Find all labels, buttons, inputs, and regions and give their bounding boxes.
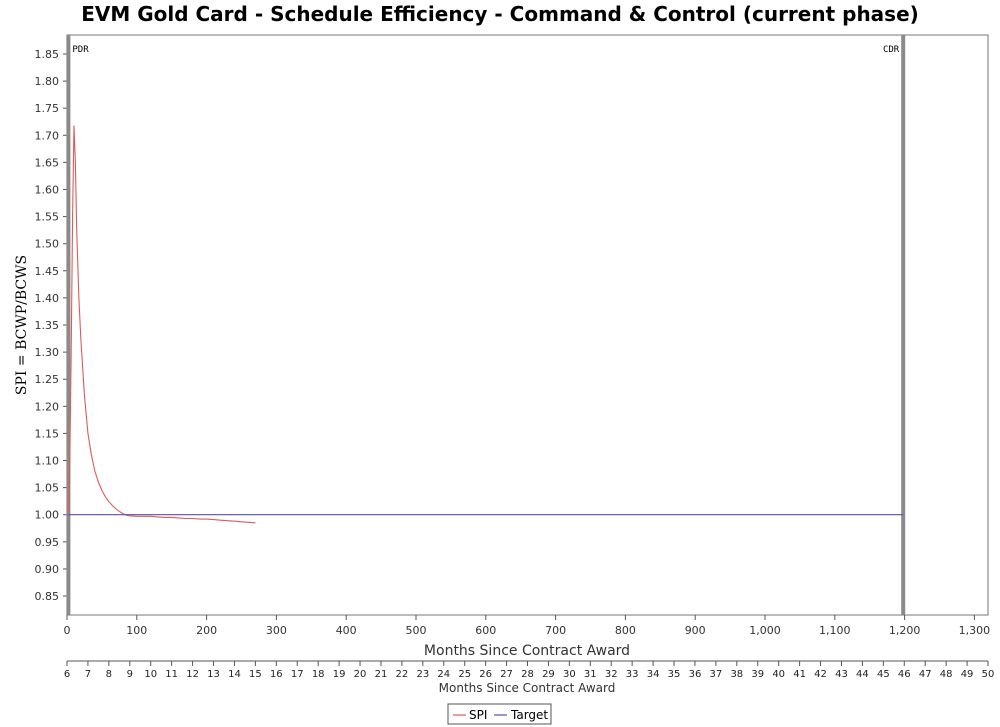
month-tick-label: 38 bbox=[730, 669, 743, 680]
month-tick-label: 8 bbox=[106, 669, 112, 680]
month-tick-label: 21 bbox=[375, 669, 388, 680]
month-tick-label: 27 bbox=[500, 669, 513, 680]
x-tick-label: 300 bbox=[266, 624, 287, 637]
month-tick-label: 24 bbox=[437, 669, 450, 680]
month-tick-label: 12 bbox=[186, 669, 199, 680]
month-tick-label: 49 bbox=[961, 669, 974, 680]
month-tick-label: 13 bbox=[207, 669, 220, 680]
y-tick-label: 1.60 bbox=[35, 183, 60, 196]
month-tick-label: 47 bbox=[919, 669, 932, 680]
y-tick-label: 1.75 bbox=[35, 102, 60, 115]
x-tick-label: 400 bbox=[336, 624, 357, 637]
x-tick-label: 1,000 bbox=[749, 624, 781, 637]
month-tick-label: 15 bbox=[249, 669, 262, 680]
month-tick-label: 44 bbox=[856, 669, 869, 680]
legend-label-spi: SPI bbox=[469, 708, 487, 722]
month-tick-label: 23 bbox=[416, 669, 429, 680]
month-tick-label: 43 bbox=[835, 669, 848, 680]
month-tick-label: 9 bbox=[127, 669, 133, 680]
month-tick-label: 41 bbox=[793, 669, 806, 680]
y-tick-label: 1.00 bbox=[35, 509, 60, 522]
month-tick-label: 50 bbox=[982, 669, 995, 680]
x-tick-label: 1,200 bbox=[889, 624, 921, 637]
x-axis: 0 100 200 300 400 500 600 700 800 900 1,000 1,100 1,… bbox=[64, 615, 991, 637]
month-tick-label: 35 bbox=[668, 669, 681, 680]
x-tick-label: 1,100 bbox=[819, 624, 851, 637]
month-tick-label: 20 bbox=[354, 669, 367, 680]
month-axis: 6 7 8 9 10 11 12 13 14 15 16 17 18 19 20 21 22 23 24 25 26 27… bbox=[64, 661, 995, 680]
plot-area bbox=[66, 34, 989, 616]
x-axis-label: Months Since Contract Award bbox=[424, 643, 630, 659]
y-tick-label: 1.20 bbox=[35, 400, 60, 413]
y-tick-label: 1.10 bbox=[35, 455, 60, 468]
month-tick-label: 22 bbox=[396, 669, 409, 680]
month-tick-label: 6 bbox=[64, 669, 70, 680]
y-axis-label: SPI = BCWP/BCWS bbox=[14, 255, 30, 395]
month-tick-label: 39 bbox=[751, 669, 764, 680]
y-tick-label: 1.65 bbox=[35, 156, 60, 169]
month-tick-label: 45 bbox=[877, 669, 890, 680]
y-tick-label: 1.55 bbox=[35, 211, 60, 224]
x-tick-label: 700 bbox=[545, 624, 566, 637]
y-tick-label: 1.05 bbox=[35, 482, 60, 495]
month-tick-label: 33 bbox=[626, 669, 639, 680]
y-tick-label: 1.15 bbox=[35, 427, 60, 440]
month-tick-label: 11 bbox=[165, 669, 178, 680]
y-axis: 0.85 0.90 0.95 1.00 1.05 1.10 1.15 1.20 1.25 1.30… bbox=[35, 48, 67, 603]
y-tick-label: 1.30 bbox=[35, 346, 60, 359]
y-tick-label: 1.85 bbox=[35, 48, 60, 61]
y-tick-label: 1.45 bbox=[35, 265, 60, 278]
x-tick-label: 500 bbox=[406, 624, 427, 637]
y-tick-label: 1.35 bbox=[35, 319, 60, 332]
month-tick-label: 28 bbox=[521, 669, 534, 680]
month-tick-label: 26 bbox=[479, 669, 492, 680]
month-tick-label: 19 bbox=[333, 669, 346, 680]
milestone-label: CDR bbox=[883, 45, 900, 55]
month-tick-label: 46 bbox=[898, 669, 911, 680]
y-tick-label: 1.80 bbox=[35, 75, 60, 88]
series-group bbox=[68, 125, 904, 524]
month-tick-label: 14 bbox=[228, 669, 241, 680]
x-tick-label: 800 bbox=[615, 624, 636, 637]
month-tick-label: 29 bbox=[542, 669, 555, 680]
y-tick-label: 0.95 bbox=[35, 536, 60, 549]
legend-label-target: Target bbox=[510, 708, 548, 722]
chart-title: EVM Gold Card - Schedule Efficiency - Co… bbox=[81, 2, 919, 26]
month-tick-label: 25 bbox=[458, 669, 471, 680]
legend: SPI Target bbox=[447, 703, 552, 725]
month-tick-label: 10 bbox=[144, 669, 157, 680]
month-tick-label: 18 bbox=[312, 669, 325, 680]
y-tick-label: 0.85 bbox=[35, 590, 60, 603]
month-tick-label: 34 bbox=[647, 669, 660, 680]
y-tick-label: 1.70 bbox=[35, 129, 60, 142]
y-tick-label: 1.50 bbox=[35, 238, 60, 251]
y-tick-label: 1.40 bbox=[35, 292, 60, 305]
month-tick-label: 31 bbox=[584, 669, 597, 680]
x-tick-label: 600 bbox=[475, 624, 496, 637]
month-tick-label: 7 bbox=[85, 669, 91, 680]
x-tick-label: 1,300 bbox=[959, 624, 991, 637]
milestones: PDR CDR bbox=[66, 35, 906, 615]
x-tick-label: 0 bbox=[64, 624, 71, 637]
month-tick-label: 48 bbox=[940, 669, 953, 680]
y-tick-label: 1.25 bbox=[35, 373, 60, 386]
milestone-bar bbox=[66, 35, 71, 615]
month-tick-label: 16 bbox=[270, 669, 283, 680]
milestone-label: PDR bbox=[72, 45, 89, 55]
month-tick-label: 30 bbox=[563, 669, 576, 680]
legend-box bbox=[447, 703, 552, 725]
month-axis-label: Months Since Contract Award bbox=[439, 681, 616, 695]
month-tick-label: 37 bbox=[710, 669, 723, 680]
month-tick-label: 32 bbox=[605, 669, 618, 680]
x-tick-label: 200 bbox=[196, 624, 217, 637]
x-tick-label: 100 bbox=[126, 624, 147, 637]
month-tick-label: 36 bbox=[689, 669, 702, 680]
month-tick-label: 42 bbox=[814, 669, 827, 680]
month-tick-label: 40 bbox=[772, 669, 785, 680]
y-tick-label: 0.90 bbox=[35, 563, 60, 576]
milestone-bar bbox=[901, 35, 906, 615]
month-tick-label: 17 bbox=[291, 669, 304, 680]
x-tick-label: 900 bbox=[685, 624, 706, 637]
